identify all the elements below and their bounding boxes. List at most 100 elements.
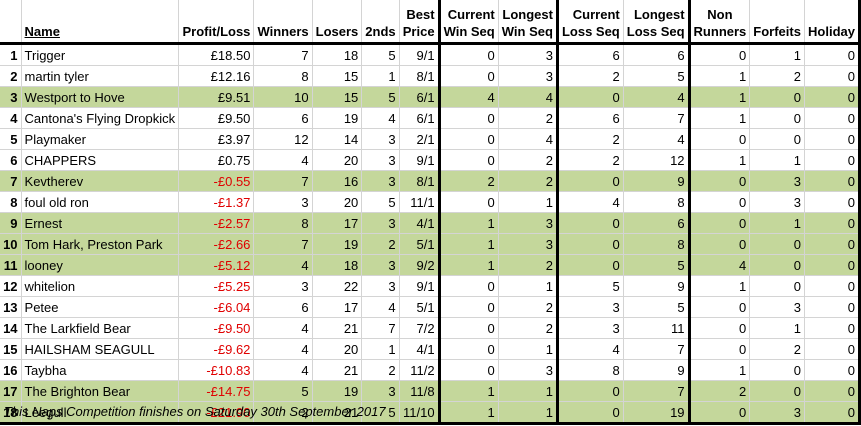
- header-name: Name: [21, 0, 180, 45]
- forfeits-cell: 0: [749, 107, 805, 129]
- current-loss-seq-cell: 0: [557, 170, 624, 192]
- seconds-cell: 1: [361, 65, 400, 87]
- current-loss-seq-cell: 2: [557, 128, 624, 150]
- best-price-cell: 11/10: [399, 401, 441, 425]
- winners-cell: 10: [253, 86, 313, 108]
- current-win-seq-cell: 1: [439, 254, 499, 276]
- current-loss-seq-cell: 0: [557, 401, 624, 425]
- profit-cell: -£2.66: [178, 233, 255, 255]
- non-runners-cell: 1: [689, 275, 751, 297]
- rank-cell: 11: [0, 254, 22, 276]
- non-runners-cell: 1: [689, 65, 751, 87]
- profit-cell: £9.50: [178, 107, 255, 129]
- table-row: 15 HAILSHAM SEAGULL -£9.62 4 20 1 4/1 0 1 4 7 0 2 0: [0, 338, 861, 360]
- best-price-cell: 8/1: [399, 65, 441, 87]
- profit-cell: -£14.75: [178, 380, 255, 402]
- non-runners-cell: 0: [689, 338, 751, 360]
- holiday-cell: 0: [804, 359, 861, 381]
- name-cell: The Larkfield Bear: [21, 317, 180, 339]
- longest-win-seq-cell: 4: [498, 86, 559, 108]
- longest-win-seq-cell: 3: [498, 43, 559, 66]
- rank-cell: 9: [0, 212, 22, 234]
- seconds-cell: 4: [361, 296, 400, 318]
- losers-cell: 20: [312, 338, 363, 360]
- current-win-seq-cell: 0: [439, 317, 499, 339]
- non-runners-cell: 4: [689, 254, 751, 276]
- losers-cell: 16: [312, 170, 363, 192]
- rank-cell: 15: [0, 338, 22, 360]
- holiday-cell: 0: [804, 170, 861, 192]
- seconds-cell: 3: [361, 128, 400, 150]
- best-price-cell: 9/1: [399, 275, 441, 297]
- seconds-cell: 2: [361, 233, 400, 255]
- profit-cell: £12.16: [178, 65, 255, 87]
- current-loss-seq-cell: 5: [557, 275, 624, 297]
- non-runners-cell: 1: [689, 107, 751, 129]
- holiday-cell: 0: [804, 43, 861, 66]
- non-runners-cell: 1: [689, 149, 751, 171]
- longest-loss-seq-cell: 9: [623, 170, 691, 192]
- header-current-loss-seq: Current Loss Seq: [557, 0, 624, 45]
- best-price-cell: 4/1: [399, 338, 441, 360]
- seconds-cell: 5: [361, 401, 400, 425]
- rank-cell: 10: [0, 233, 22, 255]
- longest-loss-seq-cell: 6: [623, 43, 691, 66]
- name-cell: whitelion: [21, 275, 180, 297]
- competition-end-note: This Naps Competition finishes on Saturd…: [4, 404, 386, 419]
- seconds-cell: 5: [361, 86, 400, 108]
- longest-win-seq-cell: 2: [498, 317, 559, 339]
- non-runners-cell: 0: [689, 296, 751, 318]
- longest-loss-seq-cell: 9: [623, 275, 691, 297]
- longest-loss-seq-cell: 19: [623, 401, 691, 425]
- losers-cell: 17: [312, 212, 363, 234]
- longest-loss-seq-cell: 9: [623, 359, 691, 381]
- longest-loss-seq-cell: 8: [623, 233, 691, 255]
- best-price-cell: 5/1: [399, 233, 441, 255]
- current-win-seq-cell: 0: [439, 296, 499, 318]
- longest-win-seq-cell: 1: [498, 380, 559, 402]
- best-price-cell: 9/2: [399, 254, 441, 276]
- header-seconds: 2nds: [361, 0, 400, 45]
- profit-cell: -£10.83: [178, 359, 255, 381]
- table-row: 6 CHAPPERS £0.75 4 20 3 9/1 0 2 2 12 1 1 0: [0, 149, 861, 171]
- forfeits-cell: 0: [749, 128, 805, 150]
- header-current-win-seq: Current Win Seq: [439, 0, 499, 45]
- losers-cell: 19: [312, 233, 363, 255]
- current-loss-seq-cell: 0: [557, 233, 624, 255]
- rank-cell: 18: [0, 401, 22, 425]
- current-win-seq-cell: 0: [439, 338, 499, 360]
- losers-cell: 20: [312, 191, 363, 213]
- name-cell: Cantona's Flying Dropkick: [21, 107, 180, 129]
- profit-cell: £0.75: [178, 149, 255, 171]
- rank-cell: 17: [0, 380, 22, 402]
- best-price-cell: 5/1: [399, 296, 441, 318]
- longest-loss-seq-cell: 5: [623, 65, 691, 87]
- profit-cell: -£5.12: [178, 254, 255, 276]
- name-cell: looney: [21, 254, 180, 276]
- table-row: 14 The Larkfield Bear -£9.50 4 21 7 7/2 0 2 3 11 0 1…: [0, 317, 861, 339]
- winners-cell: 4: [253, 254, 313, 276]
- header-profit: Profit/Loss: [178, 0, 255, 45]
- forfeits-cell: 1: [749, 317, 805, 339]
- name-cell: Kevtherev: [21, 170, 180, 192]
- forfeits-cell: 3: [749, 401, 805, 425]
- winners-cell: 6: [253, 296, 313, 318]
- losers-cell: 17: [312, 296, 363, 318]
- current-loss-seq-cell: 3: [557, 296, 624, 318]
- table-row: 10 Tom Hark, Preston Park -£2.66 7 19 2 5/1 1 3 0…: [0, 233, 861, 255]
- current-loss-seq-cell: 4: [557, 191, 624, 213]
- longest-loss-seq-cell: 7: [623, 107, 691, 129]
- holiday-cell: 0: [804, 86, 861, 108]
- seconds-cell: 5: [361, 191, 400, 213]
- current-loss-seq-cell: 8: [557, 359, 624, 381]
- losers-cell: 19: [312, 107, 363, 129]
- forfeits-cell: 0: [749, 359, 805, 381]
- current-win-seq-cell: 0: [439, 128, 499, 150]
- profit-cell: -£1.37: [178, 191, 255, 213]
- forfeits-cell: 0: [749, 233, 805, 255]
- non-runners-cell: 0: [689, 191, 751, 213]
- longest-loss-seq-cell: 12: [623, 149, 691, 171]
- current-win-seq-cell: 0: [439, 275, 499, 297]
- rank-cell: 7: [0, 170, 22, 192]
- winners-cell: 7: [253, 43, 313, 66]
